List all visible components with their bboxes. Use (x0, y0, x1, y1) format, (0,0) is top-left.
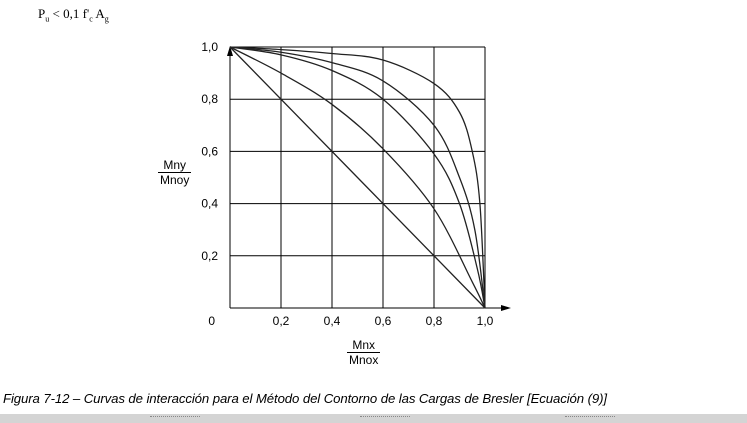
x-tick-label: 0,6 (375, 314, 392, 328)
x-axis-arrow-icon (501, 305, 511, 311)
x-tick-label: 0,4 (324, 314, 341, 328)
y-tick-label: 0,2 (201, 249, 218, 263)
origin-label: 0 (208, 314, 215, 328)
y-axis-label: Mny Mnoy (158, 158, 192, 187)
interaction-curve-3 (229, 46, 486, 309)
x-tick-label: 0,2 (273, 314, 290, 328)
y-tick-label: 0,6 (201, 144, 218, 158)
interaction-curve-4 (229, 46, 486, 309)
y-tick-label: 0,4 (201, 197, 218, 211)
interaction-chart: 0,2 0,4 0,6 0,8 1,0 0,2 0,4 0,6 0,8 1,0 0 (201, 40, 511, 328)
y-tick-label: 1,0 (201, 40, 218, 54)
x-tick-label: 0,8 (426, 314, 443, 328)
interaction-curve-5 (229, 46, 486, 309)
interaction-curve-2 (229, 46, 486, 309)
y-axis-arrow-icon (227, 46, 233, 56)
x-tick-label: 1,0 (477, 314, 494, 328)
interaction-curve-1 (229, 46, 486, 309)
figure-caption: Figura 7-12 – Curvas de interacción para… (3, 391, 607, 406)
load-condition-label: Pu < 0,1 f'c Ag (38, 6, 109, 24)
y-tick-label: 0,8 (201, 92, 218, 106)
bottom-band (0, 414, 747, 423)
x-axis-label: Mnx Mnox (347, 338, 381, 367)
